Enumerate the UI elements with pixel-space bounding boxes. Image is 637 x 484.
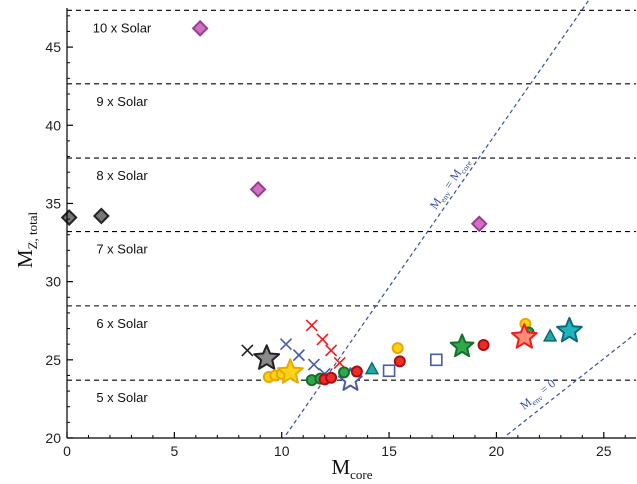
y-tick-label-4: 40 — [45, 117, 61, 133]
x-marker-13-b — [333, 356, 346, 370]
reference-lines: 5 x Solar 6 x Solar 7 x Solar 8 x Solar 9 x … — [67, 9, 636, 405]
x-marker-10 — [305, 319, 318, 332]
x-tick-label-1: 5 — [170, 443, 178, 459]
diamond-marker-0 — [191, 19, 209, 37]
circle-marker-22 — [325, 371, 338, 384]
square-marker-30 — [430, 353, 443, 367]
y-axis-title: MZ, total — [13, 211, 40, 268]
diagonal-line-1 — [506, 332, 637, 436]
x-marker-11 — [316, 333, 329, 346]
diagonal-label-sub2-0: core — [459, 159, 475, 176]
hline-label-3: 8 x Solar — [96, 168, 148, 183]
circle-marker-28 — [391, 342, 404, 355]
square-marker-27 — [382, 364, 396, 378]
hline-label-4: 9 x Solar — [96, 94, 148, 109]
circle-marker-32 — [477, 338, 490, 351]
circle-marker-29 — [393, 355, 406, 368]
x-marker-12 — [325, 344, 338, 357]
diamond-marker-2 — [470, 215, 488, 233]
diamond-marker-1 — [249, 180, 267, 198]
x-marker-8 — [307, 358, 320, 371]
x-marker-5 — [241, 344, 254, 357]
x-marker-6 — [279, 338, 293, 351]
diagonal-line-0 — [285, 0, 590, 436]
x-marker-5-b — [241, 344, 254, 357]
y-tick-label-2: 30 — [45, 274, 61, 290]
x-tick-label-0: 0 — [63, 443, 71, 459]
y-tick-label-1: 25 — [45, 352, 61, 368]
x-marker-7-b — [292, 349, 305, 362]
x-tick-label-5: 25 — [596, 443, 612, 459]
x-marker-11-b — [316, 333, 329, 346]
circle-marker-24 — [337, 366, 350, 379]
star-marker-18 — [276, 358, 304, 384]
diagonal-label-1: Menv = 0 — [517, 376, 559, 414]
y-tick-label-0: 20 — [45, 430, 61, 446]
triangle-marker-36 — [542, 328, 558, 342]
x-tick-label-2: 10 — [274, 443, 290, 459]
hline-label-1: 6 x Solar — [96, 316, 148, 331]
x-marker-8-b — [307, 358, 320, 371]
x-axis-title: Mcore — [331, 455, 372, 482]
star-marker-31 — [449, 333, 475, 358]
x-marker-7 — [292, 349, 305, 362]
star-marker-37 — [556, 316, 583, 343]
star-marker-14 — [253, 344, 281, 370]
x-marker-10-b — [305, 319, 318, 332]
diamond-marker-3 — [60, 209, 78, 226]
y-tick-label-3: 35 — [45, 195, 61, 211]
x-tick-label-4: 20 — [489, 443, 505, 459]
diagonal-label-0: Menv = Mcore — [427, 155, 474, 213]
hline-label-2: 7 x Solar — [96, 242, 148, 257]
triangle-marker-26 — [364, 361, 380, 375]
x-tick-label-3: 15 — [381, 443, 397, 459]
hline-label-0: 5 x Solar — [96, 390, 148, 405]
x-marker-6-b — [279, 338, 293, 351]
star-marker-35 — [511, 323, 538, 349]
diamond-marker-4 — [92, 207, 110, 225]
diagonal-lines: Menv = Mcore Menv = 0 — [285, 0, 637, 436]
data-markers — [60, 19, 583, 391]
hline-label-5: 10 x Solar — [93, 20, 152, 35]
x-marker-12-b — [325, 344, 338, 357]
circle-marker-25 — [350, 365, 363, 378]
axes: 0 5 10 15 20 25 20 25 30 35 40 45 — [45, 8, 636, 459]
y-tick-label-5: 45 — [45, 39, 61, 55]
